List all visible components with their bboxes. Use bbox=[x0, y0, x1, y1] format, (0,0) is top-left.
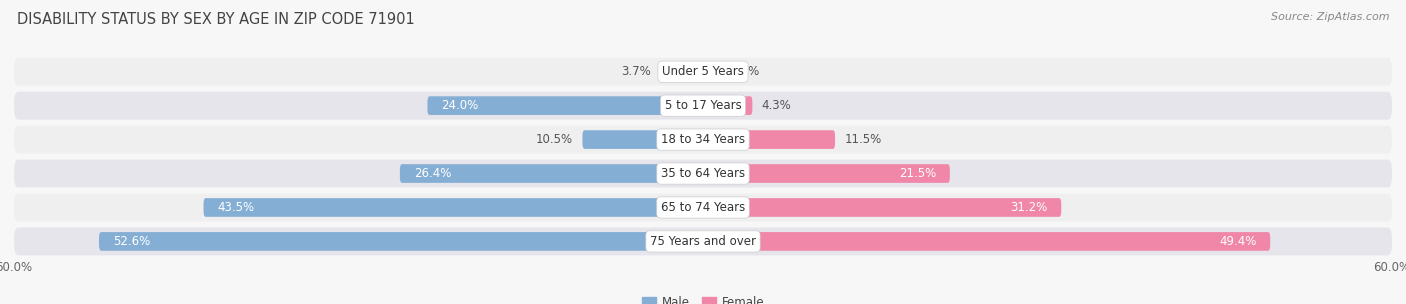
Text: 0.92%: 0.92% bbox=[723, 65, 761, 78]
FancyBboxPatch shape bbox=[14, 58, 1392, 86]
Text: Source: ZipAtlas.com: Source: ZipAtlas.com bbox=[1271, 12, 1389, 22]
Text: 11.5%: 11.5% bbox=[844, 133, 882, 146]
FancyBboxPatch shape bbox=[14, 160, 1392, 188]
FancyBboxPatch shape bbox=[98, 232, 703, 251]
Text: 43.5%: 43.5% bbox=[218, 201, 254, 214]
Text: 5 to 17 Years: 5 to 17 Years bbox=[665, 99, 741, 112]
Text: 3.7%: 3.7% bbox=[621, 65, 651, 78]
Text: 21.5%: 21.5% bbox=[898, 167, 936, 180]
Text: 65 to 74 Years: 65 to 74 Years bbox=[661, 201, 745, 214]
FancyBboxPatch shape bbox=[204, 198, 703, 217]
Text: DISABILITY STATUS BY SEX BY AGE IN ZIP CODE 71901: DISABILITY STATUS BY SEX BY AGE IN ZIP C… bbox=[17, 12, 415, 27]
Legend: Male, Female: Male, Female bbox=[637, 291, 769, 304]
FancyBboxPatch shape bbox=[14, 126, 1392, 154]
Text: 52.6%: 52.6% bbox=[112, 235, 150, 248]
FancyBboxPatch shape bbox=[14, 194, 1392, 221]
FancyBboxPatch shape bbox=[427, 96, 703, 115]
Text: Under 5 Years: Under 5 Years bbox=[662, 65, 744, 78]
FancyBboxPatch shape bbox=[703, 198, 1062, 217]
FancyBboxPatch shape bbox=[703, 232, 1270, 251]
Text: 24.0%: 24.0% bbox=[441, 99, 478, 112]
FancyBboxPatch shape bbox=[582, 130, 703, 149]
Text: 4.3%: 4.3% bbox=[762, 99, 792, 112]
Text: 26.4%: 26.4% bbox=[413, 167, 451, 180]
FancyBboxPatch shape bbox=[661, 62, 703, 81]
Text: 75 Years and over: 75 Years and over bbox=[650, 235, 756, 248]
FancyBboxPatch shape bbox=[703, 164, 950, 183]
FancyBboxPatch shape bbox=[399, 164, 703, 183]
FancyBboxPatch shape bbox=[14, 227, 1392, 255]
FancyBboxPatch shape bbox=[14, 92, 1392, 119]
FancyBboxPatch shape bbox=[703, 96, 752, 115]
FancyBboxPatch shape bbox=[703, 130, 835, 149]
Text: 10.5%: 10.5% bbox=[536, 133, 574, 146]
Text: 35 to 64 Years: 35 to 64 Years bbox=[661, 167, 745, 180]
Text: 31.2%: 31.2% bbox=[1011, 201, 1047, 214]
FancyBboxPatch shape bbox=[703, 62, 714, 81]
Text: 49.4%: 49.4% bbox=[1219, 235, 1257, 248]
Text: 18 to 34 Years: 18 to 34 Years bbox=[661, 133, 745, 146]
